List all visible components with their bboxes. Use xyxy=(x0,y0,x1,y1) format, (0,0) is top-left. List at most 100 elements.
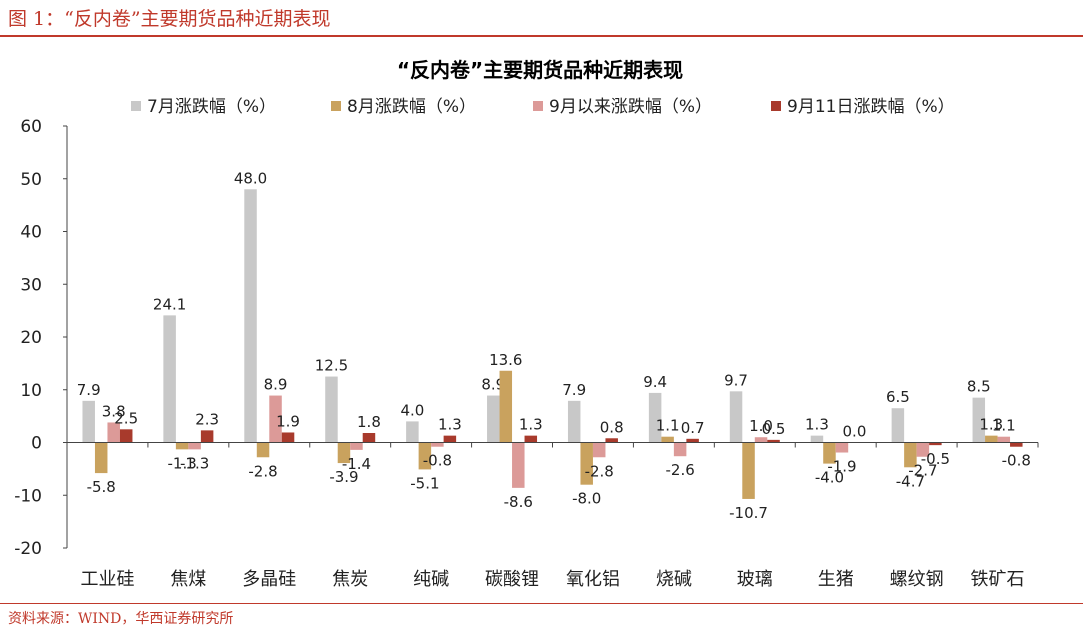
chart-title: “反内卷”主要期货品种近期表现 xyxy=(397,58,683,82)
bar xyxy=(487,395,500,443)
data-label: -2.8 xyxy=(248,462,277,480)
bar xyxy=(94,442,108,474)
data-label: -3.9 xyxy=(329,468,358,486)
data-label: 1.8 xyxy=(357,413,381,431)
legend-swatch-3 xyxy=(533,101,543,111)
legend-swatch-4 xyxy=(771,101,781,111)
data-label: 1.3 xyxy=(519,416,543,434)
data-label: 13.6 xyxy=(489,351,522,369)
bar xyxy=(997,436,1011,443)
data-label: -5.8 xyxy=(87,478,116,496)
data-label: 24.1 xyxy=(153,295,186,313)
bar xyxy=(82,400,95,443)
data-label: -8.6 xyxy=(504,493,533,511)
bar xyxy=(985,435,998,443)
x-tick-label: 螺纹钢 xyxy=(890,569,944,590)
x-tick-label: 烧碱 xyxy=(656,569,692,590)
data-label: -2.7 xyxy=(908,462,937,480)
bar xyxy=(281,432,295,443)
x-tick-label: 焦炭 xyxy=(332,569,368,590)
x-tick-label: 生猪 xyxy=(818,569,854,590)
data-label: 2.5 xyxy=(114,409,138,427)
x-tick-label: 碳酸锂 xyxy=(485,569,539,590)
data-label: 4.0 xyxy=(400,401,424,419)
bar xyxy=(810,435,824,443)
data-label: 6.5 xyxy=(886,388,910,406)
bar xyxy=(107,422,120,443)
data-label: 8.9 xyxy=(481,376,505,394)
bar xyxy=(972,397,986,443)
bar xyxy=(567,400,581,443)
data-label: 7.9 xyxy=(562,381,586,399)
bar xyxy=(200,430,214,443)
bar-chart: “反内卷”主要期货品种近期表现 7月涨跌幅（%） 8月涨跌幅（%） 9月以来涨跌幅（… xyxy=(14,58,1039,590)
data-label: -1.3 xyxy=(180,454,209,472)
data-label: 9.7 xyxy=(724,371,748,389)
legend: 7月涨跌幅（%） 8月涨跌幅（%） 9月以来涨跌幅（%） 9月11日涨跌幅（%） xyxy=(131,97,955,117)
data-label: 7.9 xyxy=(77,381,101,399)
y-tick-label: 50 xyxy=(20,170,42,190)
bar xyxy=(244,189,257,443)
data-label: -0.8 xyxy=(423,452,452,470)
bar xyxy=(580,442,593,485)
data-label: -4.0 xyxy=(815,469,844,487)
bar xyxy=(929,442,942,446)
bar xyxy=(524,435,538,443)
legend-label-3: 9月以来涨跌幅（%） xyxy=(549,97,712,117)
x-axis: 工业硅 焦煤 多晶硅 焦炭 纯碱 碳酸锂 氧化铝 烧碱 玻璃 生猪 螺纹钢 铁矿石 xyxy=(66,442,1039,590)
data-label: 3.8 xyxy=(102,402,126,420)
y-tick-label: 60 xyxy=(20,117,42,137)
data-label: -5.1 xyxy=(410,474,439,492)
data-label: 1.9 xyxy=(276,412,300,430)
bar xyxy=(499,370,513,443)
data-label: -10.7 xyxy=(729,504,768,522)
bar xyxy=(431,442,444,447)
bottom-divider xyxy=(0,603,1083,604)
x-tick-label: 纯碱 xyxy=(413,569,449,590)
x-tick-label: 焦煤 xyxy=(170,569,206,590)
bar xyxy=(835,442,849,453)
bar xyxy=(350,442,363,450)
data-label: 9.4 xyxy=(643,373,667,391)
y-tick-label: 30 xyxy=(20,275,42,295)
data-label: 1.3 xyxy=(979,416,1003,434)
bar xyxy=(767,439,780,443)
data-label: 1.1 xyxy=(992,417,1016,435)
bar xyxy=(661,436,674,443)
bar xyxy=(1010,442,1023,447)
x-tick-label: 氧化铝 xyxy=(566,569,620,590)
bar xyxy=(362,433,376,443)
y-tick-label: -10 xyxy=(14,486,42,506)
figure-title: 图 1：“反内卷”主要期货品种近期表现 xyxy=(8,8,331,30)
data-label: -1.4 xyxy=(342,455,371,473)
bar xyxy=(119,429,133,443)
data-label: -4.7 xyxy=(896,472,925,490)
legend-label-2: 8月涨跌幅（%） xyxy=(347,97,476,117)
data-label: -2.8 xyxy=(585,462,614,480)
source-note: 资料来源：WIND，华西证券研究所 xyxy=(8,611,234,627)
bar xyxy=(729,391,743,443)
bar xyxy=(418,442,432,470)
data-label: -0.8 xyxy=(1002,452,1031,470)
data-label: 12.5 xyxy=(315,357,348,375)
bar xyxy=(406,421,419,443)
legend-swatch-1 xyxy=(131,101,141,111)
y-tick-label: -20 xyxy=(14,539,42,559)
data-label: -8.0 xyxy=(572,490,601,508)
bar xyxy=(673,442,687,457)
data-label: 0.7 xyxy=(681,419,705,437)
data-label: 1.0 xyxy=(749,417,773,435)
data-label: 1.3 xyxy=(438,416,462,434)
x-tick-label: 工业硅 xyxy=(80,569,134,590)
bar xyxy=(648,392,662,443)
y-tick-label: 40 xyxy=(20,223,42,243)
data-label: 8.5 xyxy=(967,378,991,396)
bar xyxy=(337,442,351,464)
bar xyxy=(605,438,618,443)
bar xyxy=(823,442,836,464)
y-tick-label: 10 xyxy=(20,381,42,401)
legend-label-4: 9月11日涨跌幅（%） xyxy=(787,97,955,117)
bar xyxy=(163,315,176,443)
bar xyxy=(592,442,606,458)
top-divider xyxy=(0,35,1083,37)
